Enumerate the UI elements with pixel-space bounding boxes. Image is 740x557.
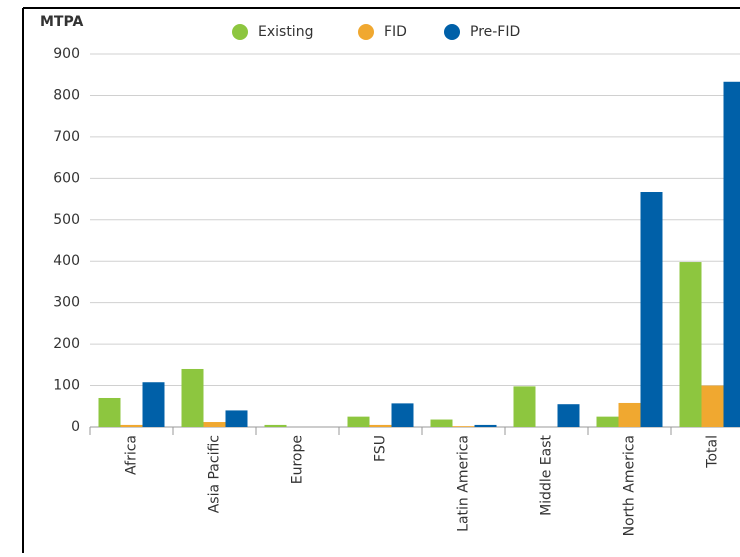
bar [370,425,392,427]
bar [641,192,663,427]
legend-label: Pre-FID [470,24,520,40]
y-axis-label: MTPA [40,14,83,30]
bar [597,417,619,427]
legend-marker [444,24,460,40]
bar [680,262,702,427]
x-tick-label: FSU [373,435,389,462]
bar [702,386,724,427]
legend-marker [232,24,248,40]
bar [619,403,641,427]
x-tick-label: Africa [124,435,140,475]
bar [431,420,453,427]
legend-marker [358,24,374,40]
bar [182,369,204,427]
legend-label: Existing [258,24,313,40]
bar [226,410,248,427]
y-tick-label: 800 [53,87,80,103]
y-tick-label: 0 [71,419,80,435]
x-tick-label: North America [622,435,638,536]
bar [392,403,414,427]
bar [453,426,475,427]
bar [558,404,580,427]
bar [475,425,497,427]
y-tick-label: 300 [53,295,80,311]
bar [348,417,370,427]
x-tick-label: Europe [290,435,306,484]
y-tick-label: 700 [53,129,80,145]
x-tick-label: Middle East [539,434,555,515]
bar [265,425,287,427]
y-tick-label: 100 [53,378,80,394]
legend-label: FID [384,24,407,40]
y-tick-label: 900 [53,46,80,62]
bar [514,386,536,427]
bar [99,398,121,427]
y-tick-label: 400 [53,253,80,269]
bar [204,422,226,427]
bar [143,382,165,427]
y-tick-label: 500 [53,212,80,228]
bar [724,82,740,427]
x-tick-label: Asia Pacific [207,435,223,513]
y-tick-label: 200 [53,336,80,352]
x-tick-label: Latin America [456,435,472,532]
bar [121,425,143,427]
x-tick-label: Total [705,435,721,469]
y-tick-label: 600 [53,170,80,186]
